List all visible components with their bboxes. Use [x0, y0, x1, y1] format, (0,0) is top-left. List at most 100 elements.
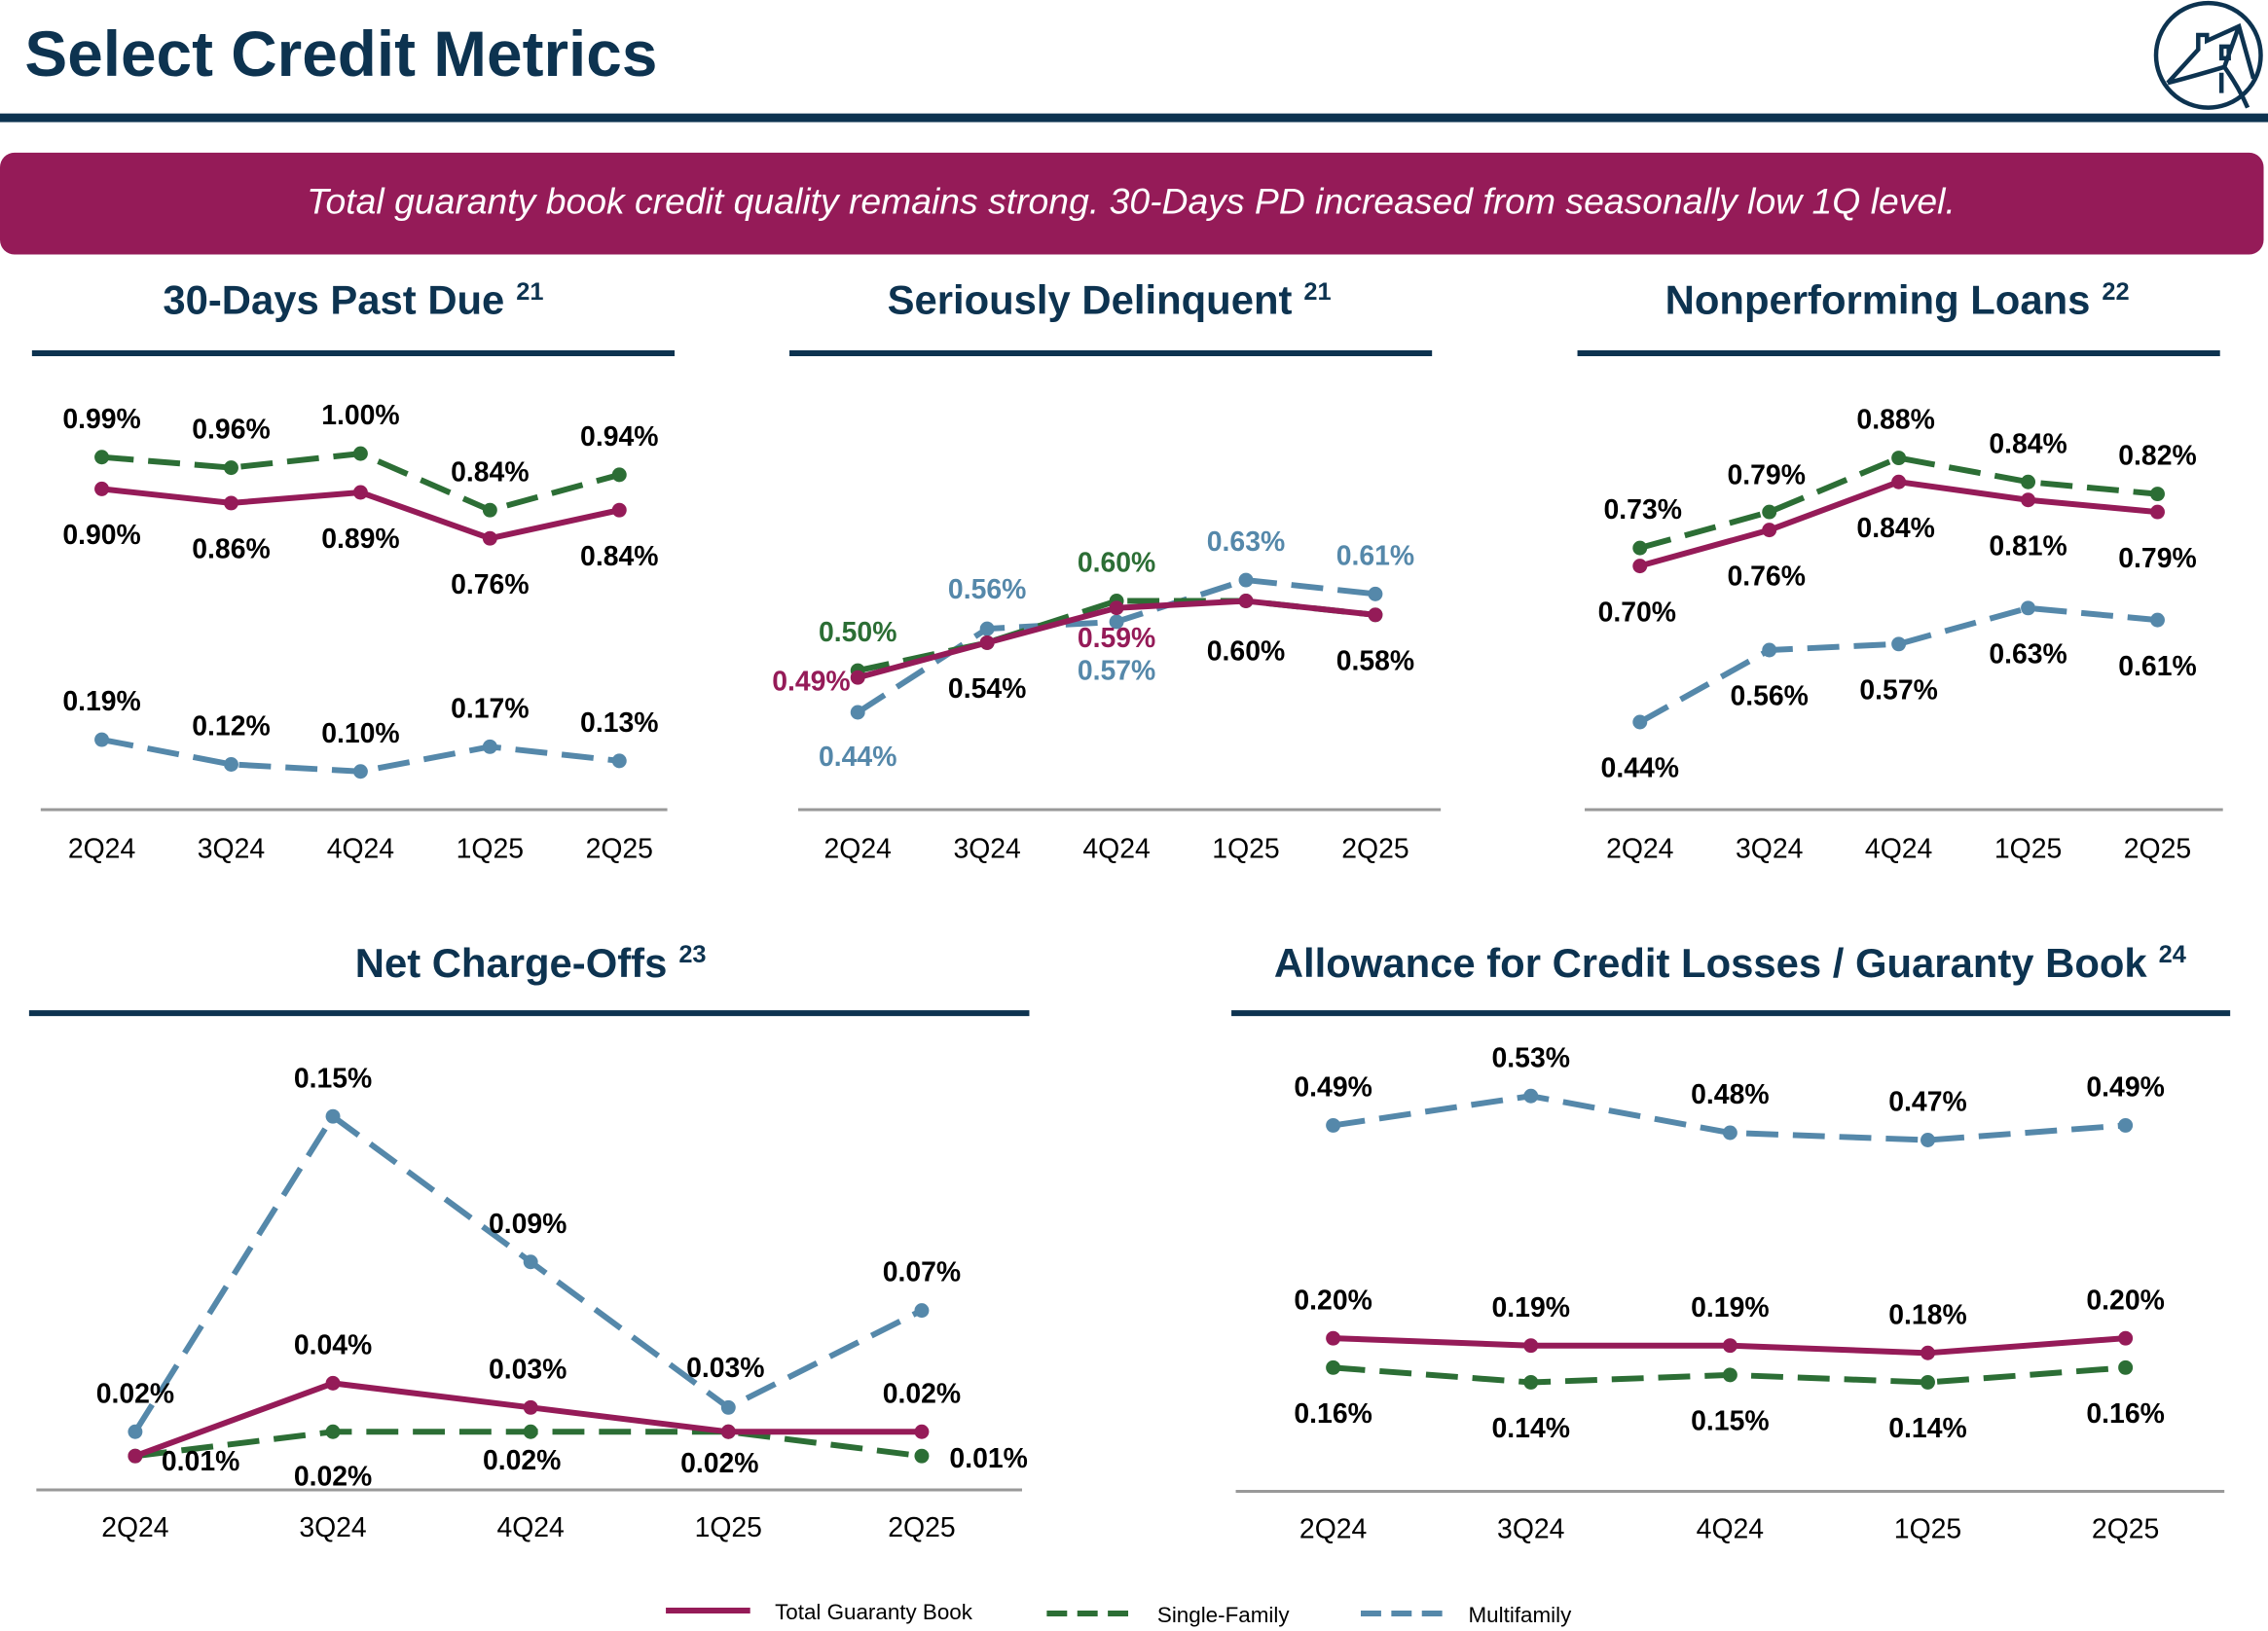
- data-label-total: 0.84%: [1856, 513, 1934, 544]
- data-label-single-family: 0.88%: [1856, 405, 1934, 436]
- data-label-total: 0.20%: [1294, 1285, 1372, 1316]
- data-label-single-family: 0.16%: [1294, 1398, 1372, 1430]
- data-point-total: [850, 670, 865, 685]
- data-label-total: 0.49%: [772, 667, 850, 698]
- data-label-single-family: 1.00%: [321, 400, 399, 431]
- data-label-multifamily: 0.57%: [1078, 656, 1155, 687]
- data-point-total: [2021, 492, 2036, 508]
- x-tick-label: 3Q24: [1736, 833, 1803, 864]
- data-label-total: 0.89%: [321, 524, 399, 555]
- legend-label-multifamily: Multifamily: [1469, 1603, 1573, 1627]
- data-point-total: [1523, 1338, 1539, 1354]
- x-tick-label: 3Q24: [299, 1512, 366, 1543]
- data-point-multifamily: [128, 1424, 143, 1439]
- data-label-total: 0.19%: [1492, 1292, 1570, 1323]
- chart-title: 30-Days Past Due 21: [163, 277, 543, 323]
- data-point-total: [128, 1448, 143, 1464]
- house-in-circle-logo-icon: [2153, 0, 2263, 110]
- data-point-multifamily: [914, 1303, 930, 1319]
- data-label-multifamily: 0.49%: [1294, 1072, 1372, 1104]
- data-point-single-family: [1632, 540, 1648, 556]
- data-label-total: 0.54%: [948, 673, 1026, 705]
- data-label-multifamily: 0.49%: [2086, 1072, 2164, 1104]
- x-tick-label: 3Q24: [1497, 1513, 1564, 1544]
- data-point-single-family: [224, 460, 238, 476]
- data-point-single-family: [2021, 474, 2036, 489]
- data-label-multifamily: 0.09%: [489, 1209, 567, 1240]
- data-label-multifamily: 0.03%: [686, 1353, 764, 1384]
- footnote-ref: 23: [678, 941, 706, 968]
- data-label-total: 0.60%: [1207, 636, 1285, 668]
- data-point-multifamily: [1722, 1125, 1738, 1141]
- x-tick-label: 4Q24: [1865, 833, 1932, 864]
- data-label-multifamily: 0.19%: [62, 686, 140, 717]
- data-label-single-family: 0.73%: [1604, 494, 1682, 526]
- data-label-multifamily: 0.53%: [1492, 1042, 1570, 1073]
- data-point-total: [325, 1375, 341, 1391]
- data-label-single-family: 0.15%: [1691, 1406, 1769, 1437]
- x-tick-label: 1Q25: [1994, 833, 2062, 864]
- chart-title: Seriously Delinquent 21: [888, 277, 1332, 323]
- data-label-multifamily: 0.61%: [1336, 540, 1414, 571]
- data-point-single-family: [2118, 1359, 2134, 1375]
- data-point-total: [979, 634, 995, 650]
- data-point-single-family: [1523, 1374, 1539, 1390]
- data-point-multifamily: [523, 1254, 538, 1270]
- summary-banner: [0, 152, 2264, 255]
- footnote-ref: 21: [516, 278, 543, 306]
- footnote-ref: 24: [2159, 941, 2186, 968]
- chart-nonperforming-loans: Nonperforming Loans 22 2Q24 3Q24 4Q24 1Q25 2Q2…: [1577, 277, 2223, 864]
- data-point-total: [1368, 607, 1383, 623]
- data-label-total: 0.02%: [883, 1378, 961, 1409]
- x-tick-label: 2Q25: [2124, 833, 2191, 864]
- data-point-single-family: [1762, 504, 1777, 520]
- data-point-single-family: [2150, 487, 2165, 502]
- data-point-total: [1109, 600, 1124, 616]
- data-point-single-family: [611, 467, 627, 483]
- data-label-multifamily: 0.47%: [1888, 1087, 1966, 1118]
- data-point-single-family: [482, 502, 497, 518]
- data-label-multifamily: 0.44%: [819, 742, 896, 773]
- data-label-single-family: 0.99%: [62, 404, 140, 435]
- data-label-total: 0.90%: [62, 520, 140, 551]
- data-point-total: [352, 485, 368, 500]
- data-point-multifamily: [352, 764, 368, 779]
- data-point-multifamily: [979, 621, 995, 636]
- data-point-single-family: [1891, 451, 1907, 466]
- data-label-multifamily: 0.02%: [96, 1378, 174, 1409]
- x-tick-label: 2Q25: [888, 1512, 955, 1543]
- data-label-total: 0.19%: [1691, 1292, 1769, 1323]
- data-point-total: [914, 1424, 930, 1439]
- data-label-single-family: 0.50%: [819, 617, 896, 648]
- data-point-total: [720, 1424, 736, 1439]
- data-point-multifamily: [2118, 1117, 2134, 1133]
- data-label-multifamily: 0.63%: [1989, 639, 2067, 671]
- x-tick-label: 4Q24: [1082, 833, 1150, 864]
- data-label-single-family: 0.84%: [451, 456, 529, 488]
- x-tick-label: 2Q25: [1341, 833, 1408, 864]
- x-tick-label: 1Q25: [695, 1512, 762, 1543]
- x-tick-label: 2Q24: [1299, 1513, 1367, 1544]
- data-point-total: [1920, 1345, 1935, 1360]
- chart-30-days-past-due: 30-Days Past Due 21 2Q24 3Q24 4Q24 1Q25 2Q25 0.…: [31, 277, 676, 864]
- data-point-multifamily: [720, 1399, 736, 1415]
- chart-net-charge-offs: Net Charge-Offs 23 2Q24 3Q24 4Q24 1Q25 2Q25 0.0…: [28, 940, 1030, 1543]
- data-label-single-family: 0.02%: [294, 1462, 372, 1493]
- data-label-single-family: 0.02%: [483, 1445, 561, 1476]
- data-label-total: 0.76%: [451, 569, 529, 600]
- data-point-single-family: [94, 450, 110, 465]
- data-label-total: 0.70%: [1598, 597, 1676, 628]
- data-point-total: [611, 502, 627, 518]
- chart-title: Nonperforming Loans 22: [1665, 277, 2130, 323]
- series-line-single-family: [1638, 454, 2158, 551]
- data-point-total: [1891, 474, 1907, 489]
- data-point-total: [1326, 1330, 1341, 1346]
- data-label-single-family: 0.16%: [2086, 1398, 2164, 1430]
- chart-allowance-for-credit-losses-guaranty-book: Allowance for Credit Losses / Guaranty B…: [1231, 940, 2231, 1544]
- data-label-multifamily: 0.61%: [2118, 651, 2196, 682]
- data-point-multifamily: [1632, 714, 1648, 730]
- data-label-total: 0.79%: [2118, 543, 2196, 574]
- data-point-multifamily: [850, 705, 865, 720]
- data-label-total: 0.03%: [489, 1354, 567, 1385]
